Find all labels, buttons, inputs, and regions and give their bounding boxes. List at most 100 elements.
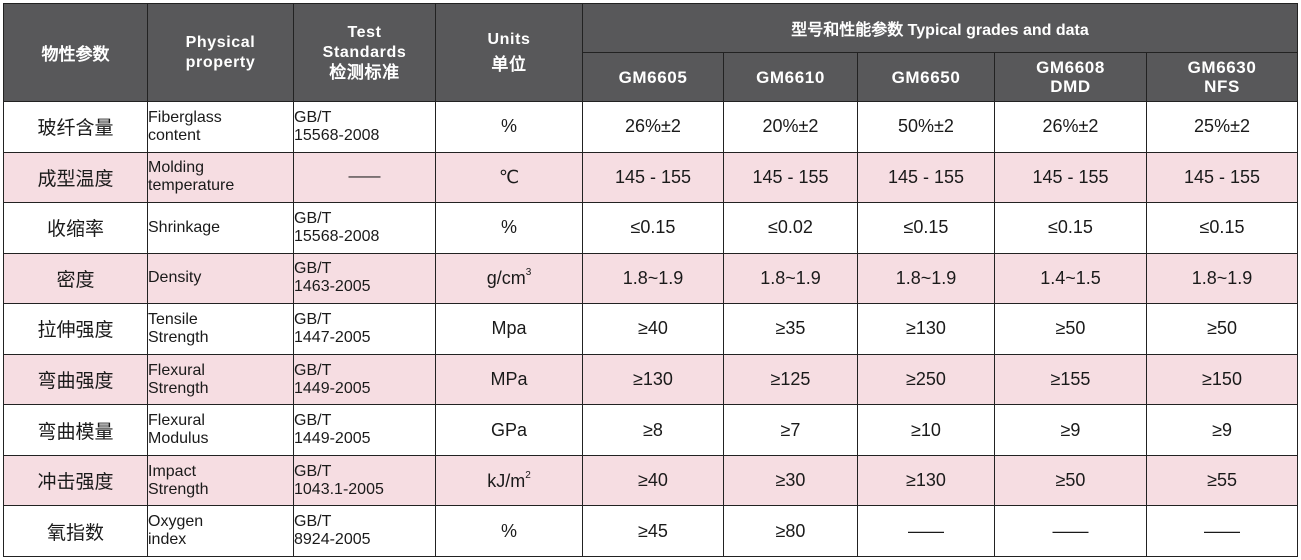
test-standard-line: 1043.1-2005 bbox=[294, 480, 384, 498]
property-name-cn: 冲击强度 bbox=[3, 454, 148, 507]
grade-value: ≥155 bbox=[994, 353, 1147, 406]
grade-value: 145 - 155 bbox=[857, 151, 995, 204]
test-standard-line: 8924-2005 bbox=[294, 531, 371, 549]
property-name-cn: 成型温度 bbox=[3, 151, 148, 204]
header-property-en-line: property bbox=[185, 53, 256, 71]
property-name-en-line: Strength bbox=[148, 379, 209, 397]
header-units-line: Units bbox=[487, 31, 531, 48]
grade-header: GM6610 bbox=[723, 52, 858, 102]
grade-header-row: GM6605 GM6610 GM6650 GM6608 DMD GM6630 N… bbox=[4, 52, 1299, 102]
unit: % bbox=[435, 202, 583, 254]
grade-value: 1.8~1.9 bbox=[857, 252, 995, 305]
test-standard-line: GB/T bbox=[294, 412, 332, 430]
grade-value: ≥80 bbox=[723, 505, 858, 557]
header-units: Units 单位 bbox=[435, 3, 583, 102]
property-name-cn: 拉伸强度 bbox=[3, 303, 148, 355]
property-name-en-line: Strength bbox=[148, 328, 209, 346]
grade-header: GM6650 bbox=[857, 52, 995, 102]
unit: g/cm3 bbox=[435, 252, 583, 305]
test-standard-line: GB/T bbox=[294, 209, 332, 227]
grade-value: ≥45 bbox=[582, 505, 724, 557]
property-name-en: Impact Strength bbox=[147, 454, 294, 507]
test-standard-line: GB/T bbox=[294, 310, 332, 328]
grade-header: GM6608 DMD bbox=[994, 52, 1147, 102]
property-name-en-line: Molding bbox=[148, 159, 205, 177]
unit: % bbox=[435, 505, 583, 557]
grade-header: GM6630 NFS bbox=[1145, 52, 1299, 102]
grade-value: 145 - 155 bbox=[994, 151, 1147, 204]
unit-superscript: 2 bbox=[525, 469, 531, 481]
grade-value: ≥50 bbox=[994, 303, 1147, 355]
unit-text: kJ/m bbox=[487, 470, 526, 491]
grade-value: ≥30 bbox=[723, 454, 858, 507]
grade-value: 1.8~1.9 bbox=[582, 252, 724, 305]
test-standard-line: 15568-2008 bbox=[294, 126, 380, 144]
property-name-cn: 玻纤含量 bbox=[3, 101, 148, 153]
grade-value: 1.4~1.5 bbox=[994, 252, 1147, 305]
grade-value: ≥40 bbox=[582, 303, 724, 355]
unit-text: Mpa bbox=[491, 318, 527, 339]
property-name-en: Flexural Modulus bbox=[147, 404, 294, 456]
header-property-en: Physical property bbox=[147, 3, 294, 102]
table-row: 氧指数 Oxygen index GB/T 8924-2005% ≥45 ≥80 —— —— —— bbox=[3, 505, 1299, 557]
header-grades-title: 型号和性能参数 Typical grades and data bbox=[581, 3, 1299, 53]
grade-value: ≤0.15 bbox=[857, 202, 995, 254]
grade-value: ≤0.15 bbox=[994, 202, 1147, 254]
unit: MPa bbox=[435, 353, 583, 406]
grade-value: ≥35 bbox=[723, 303, 858, 355]
test-standard-line: 1449-2005 bbox=[294, 379, 371, 397]
grade-value: ≥55 bbox=[1145, 454, 1299, 507]
test-standard-line: —— bbox=[348, 168, 381, 186]
spec-table: 物性参数 Physical property Test Standards 检测… bbox=[3, 3, 1299, 557]
unit-text: g/cm bbox=[486, 268, 526, 289]
test-standard: GB/T 15568-2008 bbox=[293, 101, 436, 153]
unit: ℃ bbox=[435, 151, 583, 204]
grade-name: GM6610 bbox=[756, 67, 825, 87]
property-name-en-line: Impact bbox=[148, 462, 197, 480]
property-name-cn: 氧指数 bbox=[3, 505, 148, 557]
property-name-en-line: temperature bbox=[148, 177, 235, 195]
property-name-en-line: content bbox=[148, 126, 201, 144]
grade-name: GM6650 bbox=[891, 67, 961, 87]
unit-text: ℃ bbox=[498, 166, 520, 187]
grade-value: ≥50 bbox=[994, 454, 1147, 507]
table-row: 弯曲强度 Flexural Strength GB/T 1449-2005 MPa ≥130… bbox=[3, 353, 1299, 406]
test-standard: GB/T 1447-2005 bbox=[293, 303, 436, 355]
table-row: 玻纤含量 Fiberglass content GB/T 15568-2008% 26%±… bbox=[3, 101, 1299, 153]
test-standard-line: GB/T bbox=[294, 361, 332, 379]
property-name-en: Density bbox=[147, 252, 294, 305]
grade-value: ≥7 bbox=[723, 404, 858, 456]
unit: % bbox=[435, 101, 583, 153]
table-row: 收缩率 Shrinkage GB/T 15568-2008% ≤0.15 ≤0.02 ≤0.… bbox=[3, 202, 1299, 254]
test-standard-line: GB/T bbox=[294, 260, 332, 278]
test-standard: —— bbox=[293, 151, 436, 204]
grade-value: ≥130 bbox=[857, 454, 995, 507]
test-standard: GB/T 8924-2005 bbox=[293, 505, 436, 557]
test-standard: GB/T 1463-2005 bbox=[293, 252, 436, 305]
property-name-en-line: Density bbox=[148, 269, 202, 287]
test-standard: GB/T 1043.1-2005 bbox=[293, 454, 436, 507]
header-property-cn: 物性参数 bbox=[3, 3, 148, 102]
property-name-en-line: Oxygen bbox=[148, 513, 204, 531]
test-standard-line: GB/T bbox=[294, 513, 332, 531]
grade-name: GM6605 bbox=[618, 67, 688, 87]
property-name-en-line: Flexural bbox=[148, 412, 205, 430]
test-standard: GB/T 15568-2008 bbox=[293, 202, 436, 254]
grade-value: 1.8~1.9 bbox=[723, 252, 858, 305]
test-standard: GB/T 1449-2005 bbox=[293, 353, 436, 406]
property-name-en-line: Shrinkage bbox=[148, 218, 221, 236]
grade-value: ≤0.15 bbox=[582, 202, 724, 254]
header-property-en-line: Physical bbox=[185, 33, 256, 51]
table-row: 冲击强度 Impact Strength GB/T 1043.1-2005 kJ/m2 ≥4… bbox=[3, 454, 1299, 507]
test-standard-line: 15568-2008 bbox=[294, 227, 380, 245]
grade-value: ≥130 bbox=[582, 353, 724, 406]
unit-text: GPa bbox=[490, 419, 528, 440]
grade-value: —— bbox=[994, 505, 1147, 557]
test-standard-line: GB/T bbox=[294, 108, 332, 126]
grade-value: ≤0.15 bbox=[1145, 202, 1299, 254]
header-standards-line: 检测标准 bbox=[329, 62, 400, 82]
grade-value: 50%±2 bbox=[857, 101, 995, 153]
grade-value: ≥40 bbox=[582, 454, 724, 507]
table-row: 拉伸强度 Tensile Strength GB/T 1447-2005 Mpa ≥40 ≥3… bbox=[3, 303, 1299, 355]
grade-value: 145 - 155 bbox=[1145, 151, 1299, 204]
